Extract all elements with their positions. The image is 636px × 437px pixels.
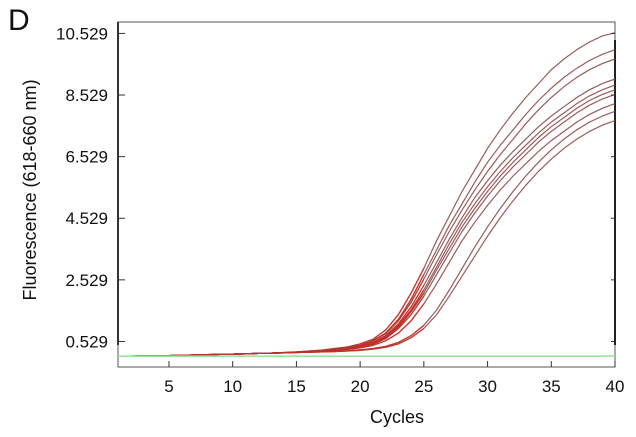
- amplification-series-line-2: [118, 49, 616, 357]
- y-tick-label: 0.529: [65, 332, 108, 351]
- y-tick-label: 6.529: [65, 148, 108, 167]
- ticks: 0.529 2.529 4.529 6.529 8.529 10.529 5 10 15 20 25…: [56, 24, 624, 396]
- y-tick-label: 8.529: [65, 86, 108, 105]
- x-tick-label: 10: [223, 377, 242, 396]
- early-phase-overlay-3: [118, 278, 425, 357]
- amplification-series-line-10: [118, 120, 616, 357]
- x-tick-label: 40: [606, 377, 625, 396]
- series-layer: [118, 32, 616, 358]
- amplification-series-line-1: [118, 32, 616, 357]
- y-tick-label: 10.529: [56, 24, 108, 43]
- panel-label: D: [8, 4, 30, 37]
- x-tick-label: 25: [414, 377, 433, 396]
- x-tick-label: 5: [164, 377, 173, 396]
- x-axis-title: Cycles: [370, 407, 424, 427]
- early-phase-overlay-4: [118, 285, 425, 357]
- x-tick-label: 30: [478, 377, 497, 396]
- y-tick-label: 2.529: [65, 271, 108, 290]
- amplification-series-line-6: [118, 89, 616, 357]
- amplification-series-line-7: [118, 93, 616, 357]
- amplification-series-line-4: [118, 78, 616, 357]
- amplification-series-line-8: [118, 103, 616, 357]
- y-axis-title: Fluorescence (618-660 nm): [20, 79, 40, 300]
- y-tick-label: 4.529: [65, 209, 108, 228]
- x-tick-label: 20: [351, 377, 370, 396]
- plot-frame: [117, 21, 616, 368]
- amplification-series-line-3: [118, 58, 616, 357]
- amplification-series-line-9: [118, 110, 616, 357]
- axes: [117, 21, 616, 368]
- early-phase-overlay-6: [118, 292, 425, 357]
- x-tick-label: 15: [287, 377, 306, 396]
- early-phase-overlay-5: [118, 289, 425, 357]
- x-tick-label: 35: [542, 377, 561, 396]
